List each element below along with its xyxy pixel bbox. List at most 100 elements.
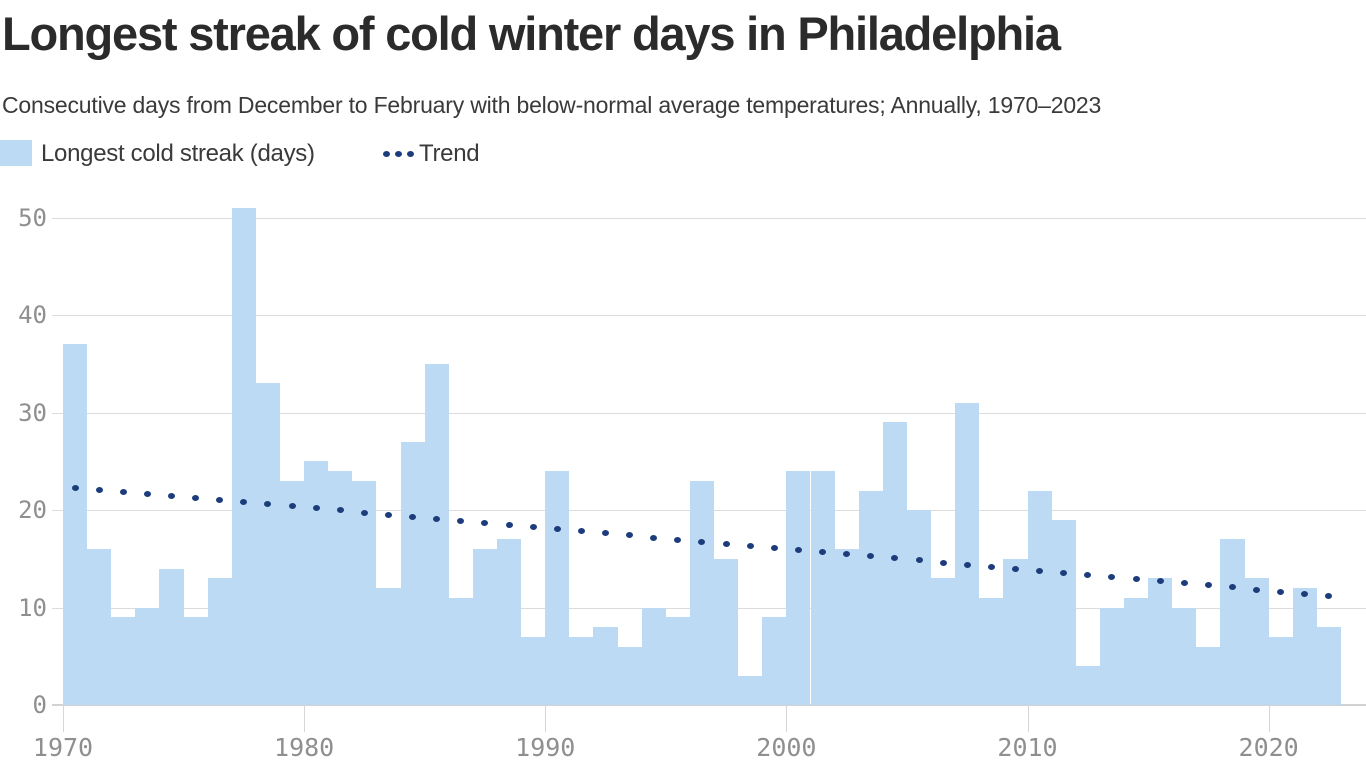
trend-dot (915, 557, 923, 564)
bar-1984 (400, 441, 425, 705)
trend-dot (1253, 586, 1261, 593)
bar-1999 (762, 617, 787, 705)
trend-dot (336, 507, 344, 514)
trend-dot (1132, 576, 1140, 583)
trend-dot (240, 499, 248, 506)
bar-1982 (352, 480, 377, 705)
bar-2021 (1292, 588, 1317, 705)
x-axis-label-1980: 1980 (274, 733, 335, 762)
bar-2011 (1051, 519, 1076, 705)
gridline-y-30 (52, 412, 1366, 414)
bar-1970 (63, 344, 88, 705)
trend-dot (891, 555, 899, 562)
bar-1994 (641, 607, 666, 705)
bar-2022 (1316, 627, 1341, 705)
legend-bar-label: Longest cold streak (days) (41, 140, 315, 167)
bar-1980 (304, 461, 329, 705)
bar-2017 (1196, 646, 1221, 705)
bar-1990 (545, 471, 570, 705)
trend-dot (602, 530, 610, 537)
bar-1996 (689, 480, 715, 705)
x-axis-label-2000: 2000 (756, 733, 817, 762)
trend-dot (1277, 588, 1285, 595)
gridline-y-0 (52, 704, 1366, 706)
y-axis-label-10: 10 (18, 593, 47, 622)
trend-dot (505, 522, 513, 529)
bar-2012 (1075, 666, 1100, 705)
bar-1971 (87, 549, 112, 705)
bar-1992 (593, 627, 618, 705)
trend-dot (1011, 565, 1019, 572)
trend-dot (168, 492, 175, 499)
bar-2020 (1268, 636, 1293, 705)
chart-subtitle: Consecutive days from December to Februa… (2, 92, 1102, 118)
bar-1978 (255, 383, 280, 705)
x-axis-tick-2000 (786, 705, 788, 732)
bar-2001 (810, 471, 835, 705)
trend-dot (1325, 592, 1333, 599)
trend-dot (1156, 578, 1164, 585)
bar-1986 (448, 597, 473, 705)
bar-1985 (424, 363, 449, 705)
x-axis-tick-1970 (63, 705, 64, 732)
trend-dot (360, 509, 368, 516)
trend-dot (1036, 567, 1044, 574)
trend-dot (698, 538, 706, 545)
trend-dot (433, 515, 441, 522)
trend-dot (457, 517, 465, 524)
gridline-y-50 (52, 217, 1366, 219)
y-axis-label-0: 0 (32, 691, 47, 719)
bar-1989 (521, 636, 546, 705)
y-axis-label-30: 30 (18, 398, 47, 427)
bar-1993 (617, 646, 642, 705)
x-axis-tick-1990 (545, 705, 547, 732)
bar-2018 (1220, 539, 1245, 705)
x-axis-label-1990: 1990 (515, 733, 576, 762)
bar-2003 (858, 490, 883, 705)
trend-dot (71, 484, 79, 491)
trend-dot (626, 532, 634, 539)
trend-dot (1108, 574, 1116, 581)
bar-2009 (1003, 558, 1028, 705)
bar-1981 (328, 471, 353, 705)
bar-2013 (1099, 607, 1124, 705)
bar-1997 (714, 558, 739, 705)
bar-1975 (183, 617, 208, 705)
trend-dot (674, 536, 682, 543)
trend-dot (963, 561, 971, 568)
trend-dot (529, 524, 537, 531)
bar-2007 (955, 402, 980, 705)
trend-dot (553, 526, 561, 533)
bar-2004 (882, 422, 907, 705)
bar-1998 (738, 675, 763, 705)
legend-trend-label: Trend (419, 140, 480, 167)
trend-dot (939, 559, 947, 566)
trend-dot (1228, 584, 1236, 591)
trend-dot (722, 540, 730, 547)
bar-2019 (1244, 578, 1269, 705)
trend-dot (143, 490, 151, 497)
bar-1973 (135, 607, 160, 705)
trend-dot (481, 519, 489, 526)
bar-2010 (1027, 490, 1052, 705)
bar-2015 (1148, 578, 1173, 705)
x-axis-tick-2020 (1268, 705, 1270, 732)
bar-2014 (1123, 597, 1149, 705)
trend-dot (288, 503, 296, 510)
bar-1979 (280, 480, 305, 705)
bar-1987 (472, 549, 498, 705)
trend-dot (819, 549, 827, 556)
bar-2016 (1172, 607, 1197, 705)
gridline-y-40 (52, 315, 1366, 316)
bar-2002 (834, 549, 859, 705)
bar-1972 (111, 617, 136, 705)
trend-dot (192, 494, 200, 501)
trend-dot (385, 511, 393, 518)
x-axis-tick-1980 (304, 705, 306, 732)
y-axis-label-20: 20 (18, 496, 47, 524)
chart-title: Longest streak of cold winter days in Ph… (2, 7, 1061, 60)
legend-trend-dots-icon (383, 151, 419, 158)
bar-1983 (376, 588, 401, 705)
